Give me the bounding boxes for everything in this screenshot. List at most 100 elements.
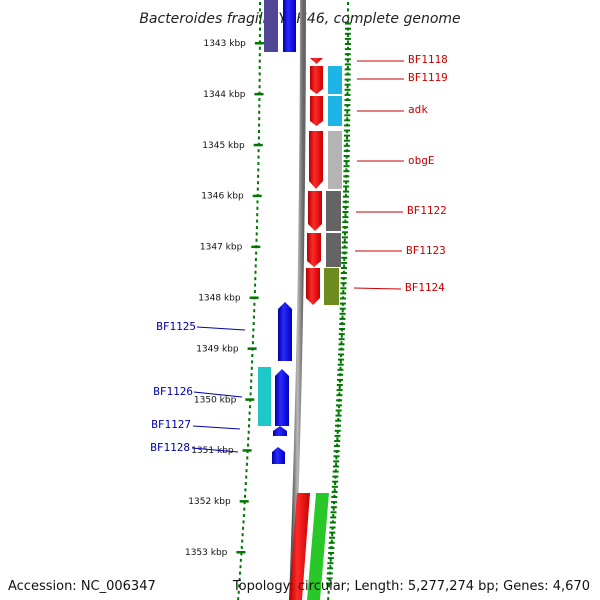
ruler-dot-inner — [254, 283, 257, 287]
ruler-minor-tick — [344, 83, 351, 86]
ruler-dot-outer — [335, 456, 338, 460]
ruler-minor-tick — [343, 149, 350, 152]
ruler-dot-outer — [346, 91, 349, 95]
gene-label-obge[interactable]: obgE — [408, 154, 435, 167]
gene-arrow[interactable] — [310, 96, 323, 126]
ruler-dot-inner — [255, 226, 258, 229]
gene-arrow[interactable] — [306, 268, 320, 305]
ruler-minor-tick — [339, 322, 346, 325]
gene-label-bf1128[interactable]: BF1128 — [150, 441, 190, 454]
ruler-minor-tick — [340, 297, 347, 300]
ruler-minor-tick — [338, 348, 345, 351]
ruler-dot-inner — [242, 514, 245, 517]
gene-label-bf1127[interactable]: BF1127 — [151, 418, 191, 431]
ruler-minor-tick — [330, 516, 337, 519]
ruler-minor-tick — [344, 109, 351, 112]
ruler-dot-inner — [258, 123, 261, 127]
ruler-minor-tick — [343, 175, 350, 178]
gene-label-bf1122[interactable]: BF1122 — [407, 204, 447, 217]
ruler-dot-inner — [258, 98, 261, 101]
ruler-dot-outer — [327, 597, 330, 600]
ruler-dot-inner — [259, 21, 261, 25]
ruler-dot-inner — [259, 27, 261, 31]
ruler-dot-inner — [247, 443, 249, 447]
ruler-dot-inner — [239, 571, 241, 575]
ruler-group — [236, 2, 351, 600]
ruler-minor-tick — [343, 144, 350, 147]
gene-arrow[interactable] — [289, 493, 310, 600]
ruler-minor-tick — [329, 536, 335, 539]
ruler-dot-inner — [259, 8, 261, 12]
ruler-dot-inner — [242, 526, 244, 530]
ruler-dot-outer — [344, 232, 346, 236]
ruler-dot-inner — [239, 565, 242, 569]
ruler-minor-tick — [342, 226, 349, 229]
ruler-minor-tick — [343, 190, 349, 193]
gene-arrow[interactable] — [275, 369, 289, 426]
gene-label-bf1119[interactable]: BF1119 — [408, 71, 448, 84]
gene-label-bf1118[interactable]: BF1118 — [408, 53, 448, 66]
ruler-dot-inner — [257, 162, 260, 165]
ruler-minor-tick — [329, 531, 336, 534]
ruler-dot-outer — [341, 315, 344, 319]
ruler-dot-inner — [258, 40, 261, 44]
ruler-dot-inner — [256, 200, 259, 204]
gene-label-bf1124[interactable]: BF1124 — [405, 281, 445, 294]
ruler-minor-tick — [343, 139, 350, 142]
ruler-dot-inner — [256, 206, 259, 210]
ruler-minor-tick — [344, 58, 351, 61]
ruler-minor-tick — [332, 475, 339, 478]
ruler-dot-inner — [242, 520, 245, 524]
tick-label: 1350 kbp — [194, 395, 237, 405]
ruler-minor-tick — [336, 394, 343, 397]
gene-arrow[interactable] — [308, 191, 322, 231]
ruler-dot-inner — [240, 546, 243, 549]
ruler-dot-inner — [247, 437, 250, 441]
gene-arrow[interactable] — [273, 426, 287, 436]
gene-arrow[interactable] — [310, 66, 323, 94]
ruler-minor-tick — [338, 338, 345, 341]
ruler-minor-tick — [336, 399, 343, 402]
gene-label-bf1126[interactable]: BF1126 — [153, 385, 193, 398]
ruler-dot-inner — [240, 552, 243, 556]
gene-arrow[interactable] — [278, 302, 292, 361]
gene-arrow[interactable] — [310, 58, 323, 64]
ruler-dot-outer — [346, 85, 349, 89]
ruler-dot-inner — [253, 302, 256, 306]
ruler-dot-inner — [254, 270, 257, 274]
tick-label: 1353 kbp — [185, 548, 228, 558]
ruler-dot-inner — [258, 66, 261, 69]
tick-label: 1351 kbp — [191, 446, 234, 456]
tick-label: 1345 kbp — [202, 141, 245, 151]
cog-block — [328, 96, 342, 126]
ruler-dot-inner — [248, 411, 251, 415]
ruler-minor-tick — [332, 470, 339, 473]
ruler-minor-tick — [337, 368, 344, 371]
gene-label-adk[interactable]: adk — [408, 103, 428, 116]
ruler-dot-inner — [245, 462, 248, 466]
gene-label-bf1123[interactable]: BF1123 — [406, 244, 446, 257]
ruler-minor-tick — [337, 378, 343, 381]
ruler-minor-tick — [331, 496, 338, 498]
ruler-minor-tick — [336, 384, 343, 386]
gene-label-bf1125[interactable]: BF1125 — [156, 320, 196, 333]
ruler-minor-tick — [342, 195, 349, 198]
ruler-major-tick — [242, 449, 252, 452]
ruler-dot-inner — [257, 181, 259, 185]
ruler-minor-tick — [341, 251, 348, 254]
ruler-minor-tick — [342, 211, 349, 213]
ruler-dot-inner — [258, 53, 261, 57]
gene-arrow[interactable] — [283, 0, 296, 52]
ruler-dot-outer — [332, 514, 335, 517]
ruler-minor-tick — [326, 572, 333, 575]
ruler-minor-tick — [344, 99, 351, 101]
ruler-dot-inner — [249, 405, 251, 409]
ruler-minor-tick — [336, 389, 343, 392]
gene-arrow[interactable] — [307, 233, 321, 267]
gene-arrow[interactable] — [309, 131, 323, 189]
ruler-minor-tick — [327, 557, 334, 560]
ruler-dot-inner — [257, 155, 260, 159]
ruler-minor-tick — [328, 546, 335, 549]
gene-arrow[interactable] — [272, 447, 285, 464]
ruler-minor-tick — [342, 221, 349, 224]
